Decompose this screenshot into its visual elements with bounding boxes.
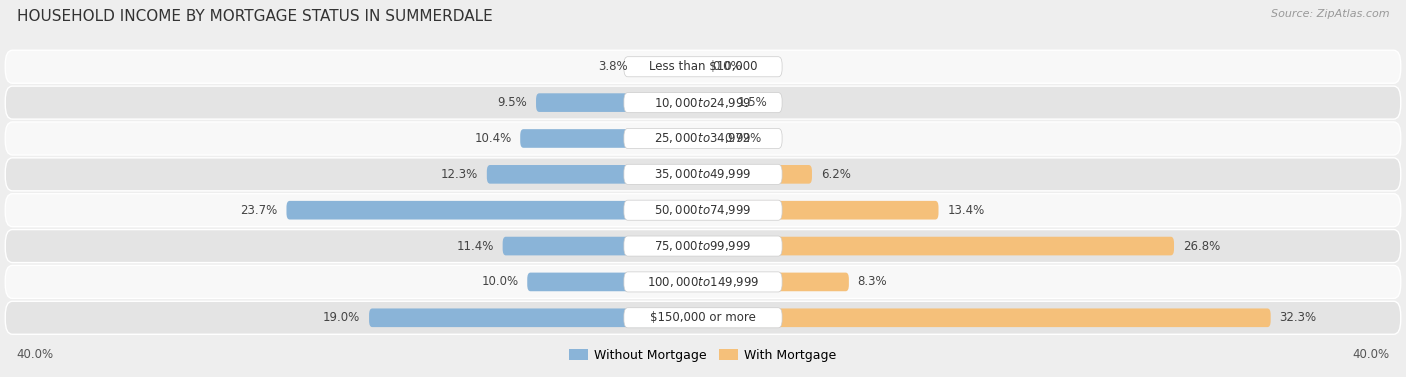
Text: 23.7%: 23.7% xyxy=(240,204,278,217)
FancyBboxPatch shape xyxy=(6,50,1400,83)
FancyBboxPatch shape xyxy=(624,200,782,220)
Text: 10.4%: 10.4% xyxy=(474,132,512,145)
FancyBboxPatch shape xyxy=(703,237,1174,255)
FancyBboxPatch shape xyxy=(624,308,782,328)
Text: 0.0%: 0.0% xyxy=(711,60,741,73)
FancyBboxPatch shape xyxy=(287,201,703,219)
Text: $100,000 to $149,999: $100,000 to $149,999 xyxy=(647,275,759,289)
FancyBboxPatch shape xyxy=(6,301,1400,334)
FancyBboxPatch shape xyxy=(527,273,703,291)
Text: 0.72%: 0.72% xyxy=(724,132,762,145)
Text: $50,000 to $74,999: $50,000 to $74,999 xyxy=(654,203,752,217)
FancyBboxPatch shape xyxy=(703,308,1271,327)
FancyBboxPatch shape xyxy=(520,129,703,148)
FancyBboxPatch shape xyxy=(6,194,1400,227)
Text: 8.3%: 8.3% xyxy=(858,276,887,288)
FancyBboxPatch shape xyxy=(624,93,782,113)
FancyBboxPatch shape xyxy=(624,236,782,256)
FancyBboxPatch shape xyxy=(536,93,703,112)
Text: $150,000 or more: $150,000 or more xyxy=(650,311,756,324)
FancyBboxPatch shape xyxy=(368,308,703,327)
FancyBboxPatch shape xyxy=(6,265,1400,299)
FancyBboxPatch shape xyxy=(624,272,782,292)
Text: 40.0%: 40.0% xyxy=(1353,348,1389,361)
Text: 13.4%: 13.4% xyxy=(948,204,984,217)
Text: $75,000 to $99,999: $75,000 to $99,999 xyxy=(654,239,752,253)
Text: 26.8%: 26.8% xyxy=(1182,239,1220,253)
Text: Source: ZipAtlas.com: Source: ZipAtlas.com xyxy=(1271,9,1389,20)
FancyBboxPatch shape xyxy=(6,158,1400,191)
Text: 3.8%: 3.8% xyxy=(598,60,627,73)
Text: $35,000 to $49,999: $35,000 to $49,999 xyxy=(654,167,752,181)
FancyBboxPatch shape xyxy=(703,165,813,184)
Text: 1.5%: 1.5% xyxy=(738,96,768,109)
FancyBboxPatch shape xyxy=(703,93,730,112)
FancyBboxPatch shape xyxy=(624,164,782,184)
Text: $25,000 to $34,999: $25,000 to $34,999 xyxy=(654,132,752,146)
FancyBboxPatch shape xyxy=(624,129,782,149)
FancyBboxPatch shape xyxy=(6,122,1400,155)
FancyBboxPatch shape xyxy=(703,273,849,291)
Text: 40.0%: 40.0% xyxy=(17,348,53,361)
Text: $10,000 to $24,999: $10,000 to $24,999 xyxy=(654,96,752,110)
Text: HOUSEHOLD INCOME BY MORTGAGE STATUS IN SUMMERDALE: HOUSEHOLD INCOME BY MORTGAGE STATUS IN S… xyxy=(17,9,492,25)
FancyBboxPatch shape xyxy=(503,237,703,255)
FancyBboxPatch shape xyxy=(6,230,1400,262)
FancyBboxPatch shape xyxy=(6,86,1400,119)
Text: 10.0%: 10.0% xyxy=(481,276,519,288)
FancyBboxPatch shape xyxy=(637,57,703,76)
Text: 6.2%: 6.2% xyxy=(821,168,851,181)
Text: 19.0%: 19.0% xyxy=(323,311,360,324)
FancyBboxPatch shape xyxy=(703,129,716,148)
Text: 11.4%: 11.4% xyxy=(457,239,494,253)
FancyBboxPatch shape xyxy=(703,201,939,219)
FancyBboxPatch shape xyxy=(486,165,703,184)
Text: 12.3%: 12.3% xyxy=(441,168,478,181)
Legend: Without Mortgage, With Mortgage: Without Mortgage, With Mortgage xyxy=(564,344,842,367)
FancyBboxPatch shape xyxy=(624,57,782,77)
Text: Less than $10,000: Less than $10,000 xyxy=(648,60,758,73)
Text: 32.3%: 32.3% xyxy=(1279,311,1316,324)
Text: 9.5%: 9.5% xyxy=(498,96,527,109)
